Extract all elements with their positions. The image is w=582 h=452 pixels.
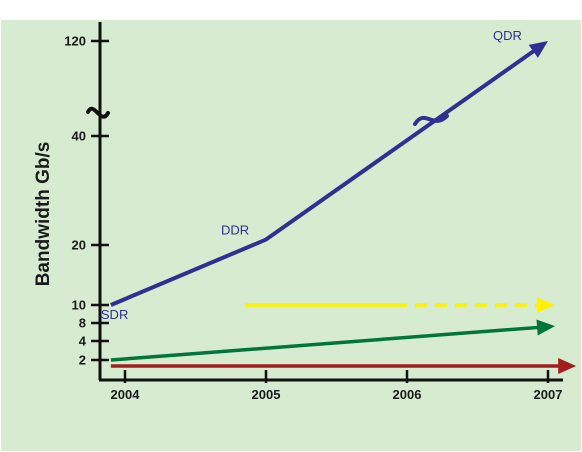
series-2-arrowhead xyxy=(537,297,556,313)
y-tick-label: 8 xyxy=(79,316,86,331)
series-3-arrowhead xyxy=(536,319,556,336)
series-layer xyxy=(110,41,577,374)
series-break-mark xyxy=(413,114,449,126)
series-4-arrowhead xyxy=(558,358,577,374)
plot-background xyxy=(1,20,581,451)
series-point-label: QDR xyxy=(493,28,522,43)
x-tick-label: 2007 xyxy=(534,387,563,402)
series-point-label: SDR xyxy=(101,307,128,322)
x-tick-label: 2005 xyxy=(252,387,281,402)
series-1-arrowhead xyxy=(528,41,548,58)
series-1-line xyxy=(110,46,540,307)
y-axis-break-mark xyxy=(86,106,110,119)
y-tick-label: 10 xyxy=(72,298,86,313)
y-tick-label: 120 xyxy=(64,34,86,49)
y-tick-label: 4 xyxy=(79,334,87,349)
y-tick-label: 40 xyxy=(72,129,86,144)
series-point-label: DDR xyxy=(221,223,249,238)
axes: 2 4 8 10 20 40 120 2004 2005 2006 2007 xyxy=(64,22,563,402)
label-layer: SDR DDR QDR xyxy=(101,28,522,322)
x-tick-label: 2004 xyxy=(111,387,141,402)
y-axis-title: Bandwidth Gb/s xyxy=(33,142,54,287)
y-tick-label: 2 xyxy=(79,353,86,368)
x-tick-label: 2006 xyxy=(393,387,422,402)
y-tick-label: 20 xyxy=(72,238,86,253)
series-3-line xyxy=(110,325,544,362)
